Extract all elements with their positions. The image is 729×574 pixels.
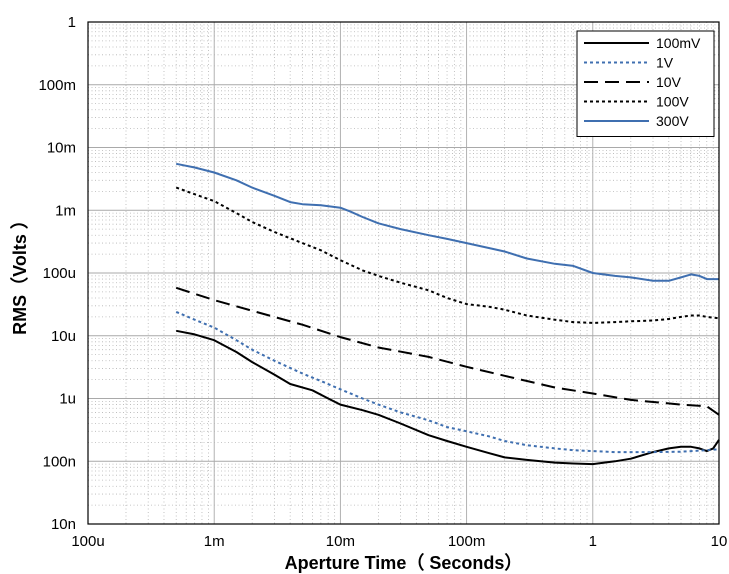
series-line-100mv [176,329,720,466]
legend-label: 300V [656,113,689,129]
x-axis-title: Aperture Time（ Seconds） [285,553,523,573]
series-line-300v [176,162,719,282]
legend-label: 100V [656,94,689,110]
y-tick-label: 10u [51,328,76,345]
y-tick-label: 100m [38,77,76,94]
series-group [175,162,720,466]
y-tick-label: 100n [43,453,76,470]
tick-labels: 100u 1m 10m 100m 1 10 1 100m 10m 1m 100u 10u 1u 100n 1… [38,14,727,550]
y-tick-label: 10m [47,140,76,157]
grid [87,22,719,525]
legend-box [576,30,715,137]
x-tick-label: 100u [71,533,104,550]
y-tick-label: 10n [51,516,76,533]
series-line-1v [175,310,720,454]
x-tick-label: 1m [204,533,225,550]
x-tick-label: 100m [448,533,486,550]
x-tick-label: 1 [589,533,597,550]
series-line-10v [175,286,720,416]
y-tick-label: 1m [55,202,76,219]
y-tick-label: 1 [68,14,76,31]
y-tick-label: 100u [43,265,76,282]
legend: 100mV 1V 10V 100V 300V [576,30,715,137]
legend-label: 10V [656,74,682,90]
y-axis-title: RMS（Volts ） [10,211,30,335]
legend-label: 100mV [656,35,701,51]
plot-frame [87,21,720,525]
x-tick-label: 10m [326,533,355,550]
x-tick-label: 10 [711,533,728,550]
legend-label: 1V [656,55,674,71]
series-line-100v [175,186,720,324]
y-tick-label: 1u [59,391,76,408]
